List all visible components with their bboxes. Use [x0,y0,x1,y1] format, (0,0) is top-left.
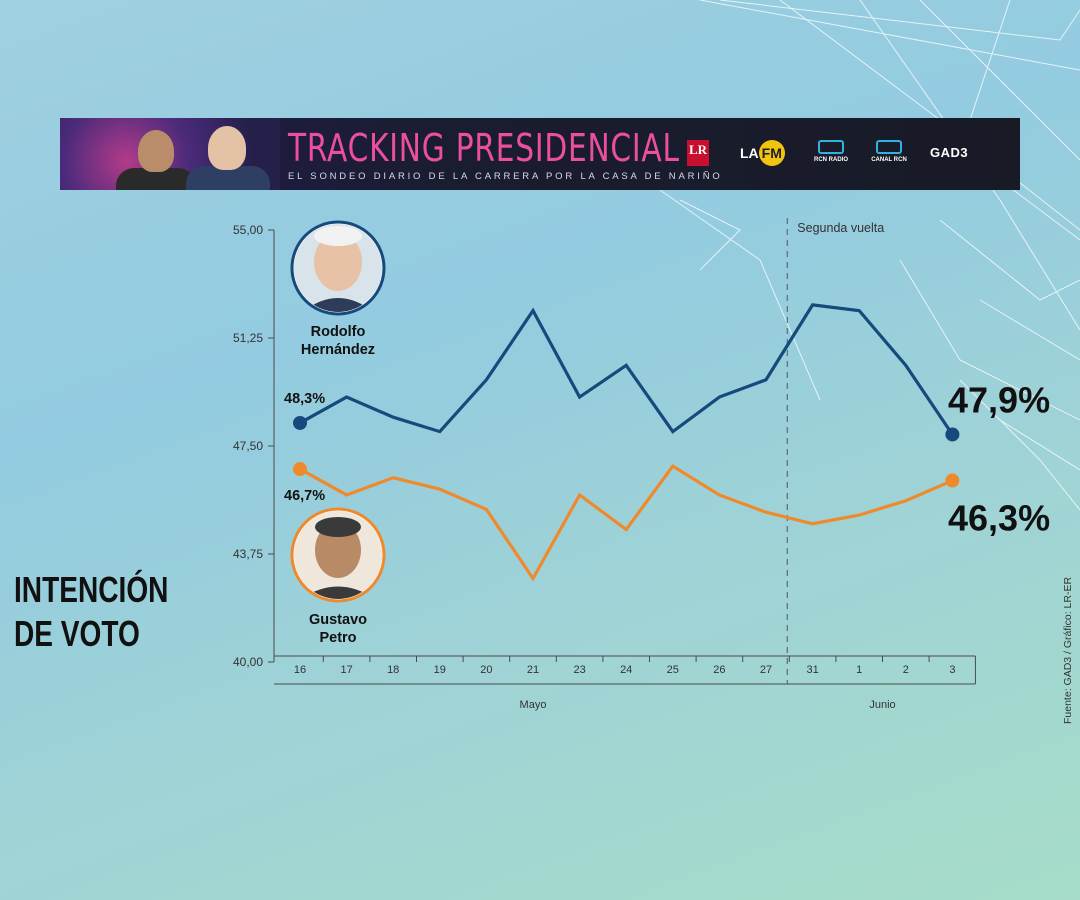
series-start-point [293,462,307,477]
series-end-label: 46,3% [948,498,1050,539]
x-tick-label: 16 [294,664,306,676]
y-tick-label: 47,50 [233,439,263,453]
x-tick-label: 19 [434,664,446,676]
hernandez-portrait [290,220,386,316]
x-tick-label: 23 [573,664,585,676]
side-title: INTENCIÓN DE VOTO [14,568,186,656]
x-tick-label: 24 [620,664,632,676]
candidate-name: Gustavo [309,612,367,628]
source-credit: Fuente: GAD3 / Gráfico: LR-ER [1062,576,1074,724]
rcn-radio-logo: RCN RADIO [812,140,850,166]
x-tick-label: 20 [480,664,492,676]
x-tick-label: 17 [340,664,352,676]
series-end-point [945,427,960,442]
y-tick-label: 40,00 [233,655,263,669]
x-tick-label: 25 [667,664,679,676]
segunda-vuelta-label: Segunda vuelta [797,221,884,235]
series-start-point [293,415,307,430]
banner-subtitle: EL SONDEO DIARIO DE LA CARRERA POR LA CA… [288,171,723,182]
la-republica-logo: LR [687,140,709,166]
candidate-name: Hernández [301,342,375,358]
y-tick-label: 55,00 [233,223,263,237]
month-label: Mayo [520,699,547,711]
y-tick-label: 43,75 [233,547,263,561]
month-label: Junio [869,699,895,711]
x-tick-label: 1 [856,664,862,676]
x-tick-label: 31 [806,664,818,676]
banner-title: TRACKING PRESIDENCIAL [288,126,680,170]
series-end-point [945,473,960,488]
candidates-photo [60,118,280,190]
side-title-text: INTENCIÓN DE VOTO [14,569,169,654]
la-fm-logo: LA FM [740,140,790,166]
x-tick-label: 27 [760,664,772,676]
series-start-label: 46,7% [284,488,325,504]
series-line-petro [299,464,954,582]
candidate-name: Petro [319,630,356,646]
x-tick-label: 2 [903,664,909,676]
header-banner: TRACKING PRESIDENCIAL EL SONDEO DIARIO D… [60,118,1020,190]
petro-portrait [290,507,386,603]
series-line-hernandez [299,303,954,436]
series-start-label: 48,3% [284,391,325,407]
candidate-name: Rodolfo [311,324,366,340]
x-tick-label: 3 [949,664,955,676]
y-tick-label: 51,25 [233,331,263,345]
x-tick-label: 18 [387,664,399,676]
x-tick-label: 21 [527,664,539,676]
gad3-logo: GAD3 [930,145,969,160]
series-end-label: 47,9% [948,379,1050,420]
x-tick-label: 26 [713,664,725,676]
canal-rcn-logo: CANAL RCN [870,140,908,166]
